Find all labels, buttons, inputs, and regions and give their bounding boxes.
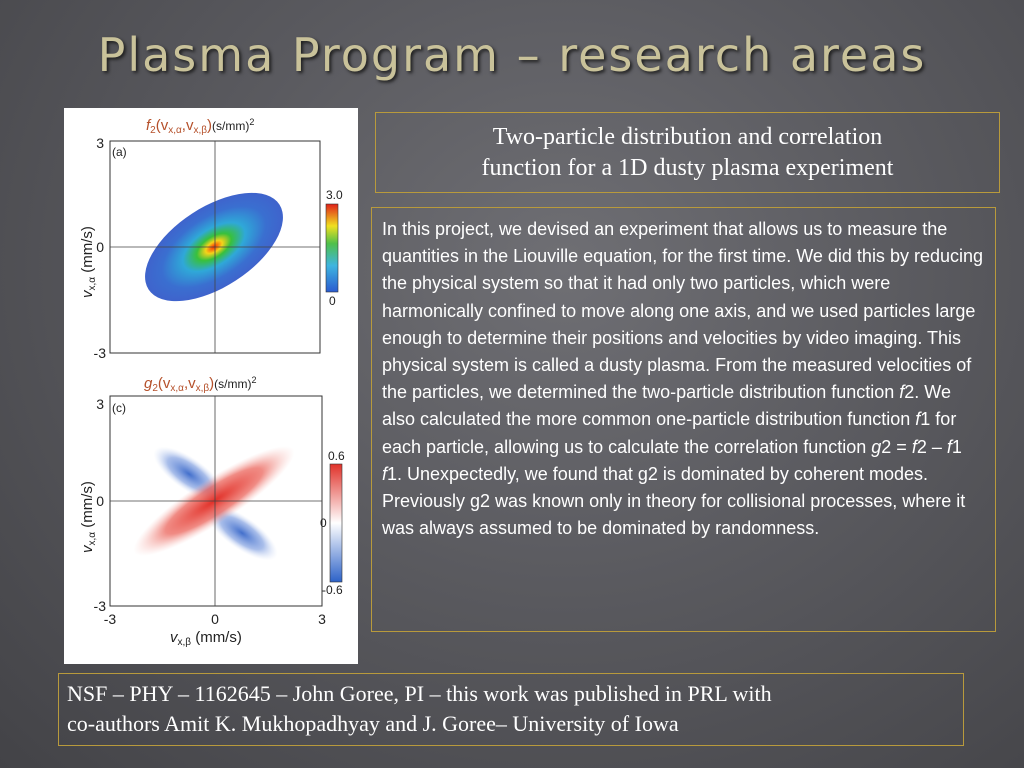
funding-footer-box: NSF – PHY – 1162645 – John Goree, PI – t…	[58, 673, 964, 746]
body-text-3: 1 for each particle, allowing us to calc…	[382, 409, 957, 457]
heading-line-1: Two-particle distribution and correlatio…	[492, 124, 883, 150]
panel-c-title: g2(vx,α,vx,β)(s/mm)2	[144, 375, 257, 394]
body-text-7: 1. Unexpectedly, we found that g2 is dom…	[382, 463, 966, 539]
panel-c-ylabel: vx,α (mm/s)	[79, 481, 98, 553]
panel-c-colorbar	[329, 463, 343, 583]
body-f-symbol: f	[899, 382, 905, 403]
body-text-2: 2. We also calculated the more common on…	[382, 382, 951, 430]
panel-c-cbar-max: 0.6	[328, 449, 345, 463]
panel-c-xtick-mid: 0	[211, 611, 219, 627]
body-text-6: 1	[951, 436, 962, 457]
body-f-symbol: f	[915, 409, 921, 430]
heading-line-2: function for a 1D dusty plasma experimen…	[481, 155, 894, 181]
description-box: In this project, we devised an experimen…	[371, 207, 996, 632]
panel-a-ytick-mid: 0	[96, 239, 104, 255]
body-f-symbol: f	[382, 463, 388, 484]
body-text-4: 2 =	[881, 436, 912, 457]
panel-c-xtick-left: -3	[104, 611, 117, 627]
panel-c-cbar-min: -0.6	[322, 583, 343, 597]
footer-line-2: co-authors Amit K. Mukhopadhyay and J. G…	[67, 711, 679, 736]
panel-a-title: f2(vx,α,vx,β)(s/mm)2	[146, 117, 254, 136]
panel-c: g2(vx,α,vx,β)(s/mm)2 (c) 3 0 -3 vx,α (mm…	[79, 375, 345, 648]
panel-a-ylabel: vx,α (mm/s)	[79, 226, 98, 298]
panel-c-ytick-bottom: -3	[94, 598, 107, 614]
panel-a-ytick-bottom: -3	[94, 345, 107, 361]
panel-c-ytick-mid: 0	[96, 493, 104, 509]
slide-title: Plasma Program – research areas	[97, 28, 927, 82]
body-text-5: 2 –	[916, 436, 947, 457]
panel-c-xlabel: vx,β (mm/s)	[170, 629, 242, 648]
panel-a-tag: (a)	[112, 145, 127, 159]
panel-c-tag: (c)	[112, 401, 126, 415]
panel-a-cbar-min: 0	[329, 294, 336, 308]
body-f-symbol: f	[946, 436, 952, 457]
footer-line-1: NSF – PHY – 1162645 – John Goree, PI – t…	[67, 681, 772, 706]
panel-a-cbar-max: 3.0	[326, 188, 343, 202]
body-f-symbol: f	[911, 436, 917, 457]
panel-c-xtick-right: 3	[318, 611, 326, 627]
body-g-symbol: g	[871, 436, 882, 457]
panel-a: f2(vx,α,vx,β)(s/mm)2 (a) 3 0 -3 vx,α (mm…	[79, 117, 343, 361]
panel-c-ytick-top: 3	[96, 396, 104, 412]
panel-a-ytick-top: 3	[96, 135, 104, 151]
heading-box: Two-particle distribution and correlatio…	[375, 112, 1000, 193]
panel-c-cbar-mid: 0	[320, 516, 327, 530]
body-text-1: In this project, we devised an experimen…	[382, 219, 983, 403]
distribution-figure: f2(vx,α,vx,β)(s/mm)2 (a) 3 0 -3 vx,α (mm…	[64, 108, 358, 664]
panel-a-colorbar	[325, 203, 339, 293]
